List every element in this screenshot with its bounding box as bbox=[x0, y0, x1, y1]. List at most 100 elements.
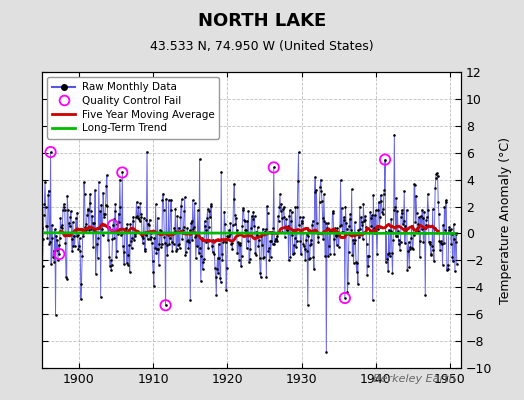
Point bbox=[132, 214, 140, 220]
Point bbox=[444, 226, 453, 233]
Point bbox=[223, 264, 231, 271]
Point bbox=[288, 232, 297, 238]
Point bbox=[334, 232, 342, 238]
Point bbox=[196, 245, 204, 252]
Point bbox=[147, 229, 155, 236]
Point bbox=[116, 176, 124, 183]
Point bbox=[155, 262, 163, 268]
Point bbox=[244, 238, 252, 244]
Point bbox=[217, 168, 225, 175]
Point bbox=[319, 236, 328, 242]
Point bbox=[374, 206, 383, 213]
Point bbox=[70, 232, 78, 239]
Point bbox=[365, 228, 374, 234]
Point bbox=[420, 230, 429, 236]
Point bbox=[437, 240, 445, 246]
Point bbox=[80, 190, 89, 197]
Point bbox=[78, 281, 86, 288]
Point bbox=[157, 244, 166, 250]
Point bbox=[185, 238, 193, 245]
Point bbox=[291, 235, 299, 241]
Point bbox=[135, 218, 144, 225]
Point bbox=[133, 199, 141, 205]
Point bbox=[138, 240, 147, 246]
Point bbox=[393, 208, 401, 214]
Point bbox=[188, 218, 196, 224]
Point bbox=[174, 242, 182, 248]
Point bbox=[255, 237, 263, 244]
Point bbox=[297, 251, 305, 258]
Point bbox=[108, 236, 117, 243]
Point bbox=[206, 203, 215, 209]
Point bbox=[122, 225, 130, 232]
Point bbox=[332, 233, 341, 239]
Point bbox=[422, 222, 430, 228]
Point bbox=[216, 274, 224, 281]
Point bbox=[141, 232, 150, 238]
Point bbox=[285, 213, 293, 220]
Point bbox=[318, 198, 326, 205]
Point bbox=[270, 241, 279, 248]
Point bbox=[48, 222, 56, 229]
Point bbox=[155, 241, 163, 248]
Point bbox=[316, 176, 325, 183]
Point bbox=[326, 250, 334, 257]
Point bbox=[384, 268, 392, 274]
Point bbox=[427, 251, 435, 257]
Point bbox=[283, 227, 291, 233]
Point bbox=[360, 218, 368, 224]
Point bbox=[128, 235, 136, 242]
Point bbox=[207, 201, 215, 208]
Point bbox=[449, 258, 457, 264]
Point bbox=[335, 232, 344, 238]
Point bbox=[110, 216, 118, 222]
Point bbox=[140, 215, 148, 222]
Point bbox=[134, 215, 142, 221]
Point bbox=[167, 196, 176, 203]
Point bbox=[123, 221, 132, 227]
Point bbox=[154, 214, 162, 221]
Point bbox=[375, 199, 383, 205]
Point bbox=[440, 240, 448, 246]
Point bbox=[355, 203, 364, 210]
Point bbox=[445, 224, 454, 230]
Point bbox=[78, 253, 86, 259]
Point bbox=[104, 224, 113, 230]
Point bbox=[272, 236, 280, 242]
Point bbox=[193, 207, 202, 214]
Point bbox=[325, 227, 334, 233]
Point bbox=[92, 270, 100, 277]
Point bbox=[49, 248, 58, 254]
Point bbox=[444, 266, 452, 272]
Point bbox=[388, 270, 397, 276]
Point bbox=[394, 228, 402, 234]
Point bbox=[134, 204, 143, 210]
Point bbox=[340, 216, 348, 223]
Point bbox=[342, 220, 351, 226]
Point bbox=[338, 228, 346, 235]
Point bbox=[381, 156, 389, 163]
Point bbox=[69, 219, 77, 225]
Point bbox=[397, 214, 406, 220]
Point bbox=[299, 214, 307, 220]
Point bbox=[377, 192, 385, 198]
Point bbox=[350, 259, 358, 266]
Point bbox=[109, 222, 117, 228]
Point bbox=[211, 265, 219, 271]
Point bbox=[412, 210, 421, 216]
Point bbox=[107, 262, 116, 268]
Point bbox=[451, 268, 459, 274]
Point bbox=[156, 227, 164, 233]
Point bbox=[50, 258, 59, 265]
Point bbox=[431, 185, 439, 192]
Point bbox=[405, 239, 413, 245]
Point bbox=[415, 214, 423, 220]
Point bbox=[376, 214, 384, 220]
Point bbox=[252, 229, 260, 235]
Point bbox=[450, 221, 458, 228]
Point bbox=[219, 239, 227, 245]
Point bbox=[165, 241, 173, 247]
Point bbox=[398, 207, 406, 213]
Point bbox=[236, 242, 245, 248]
Point bbox=[99, 232, 107, 238]
